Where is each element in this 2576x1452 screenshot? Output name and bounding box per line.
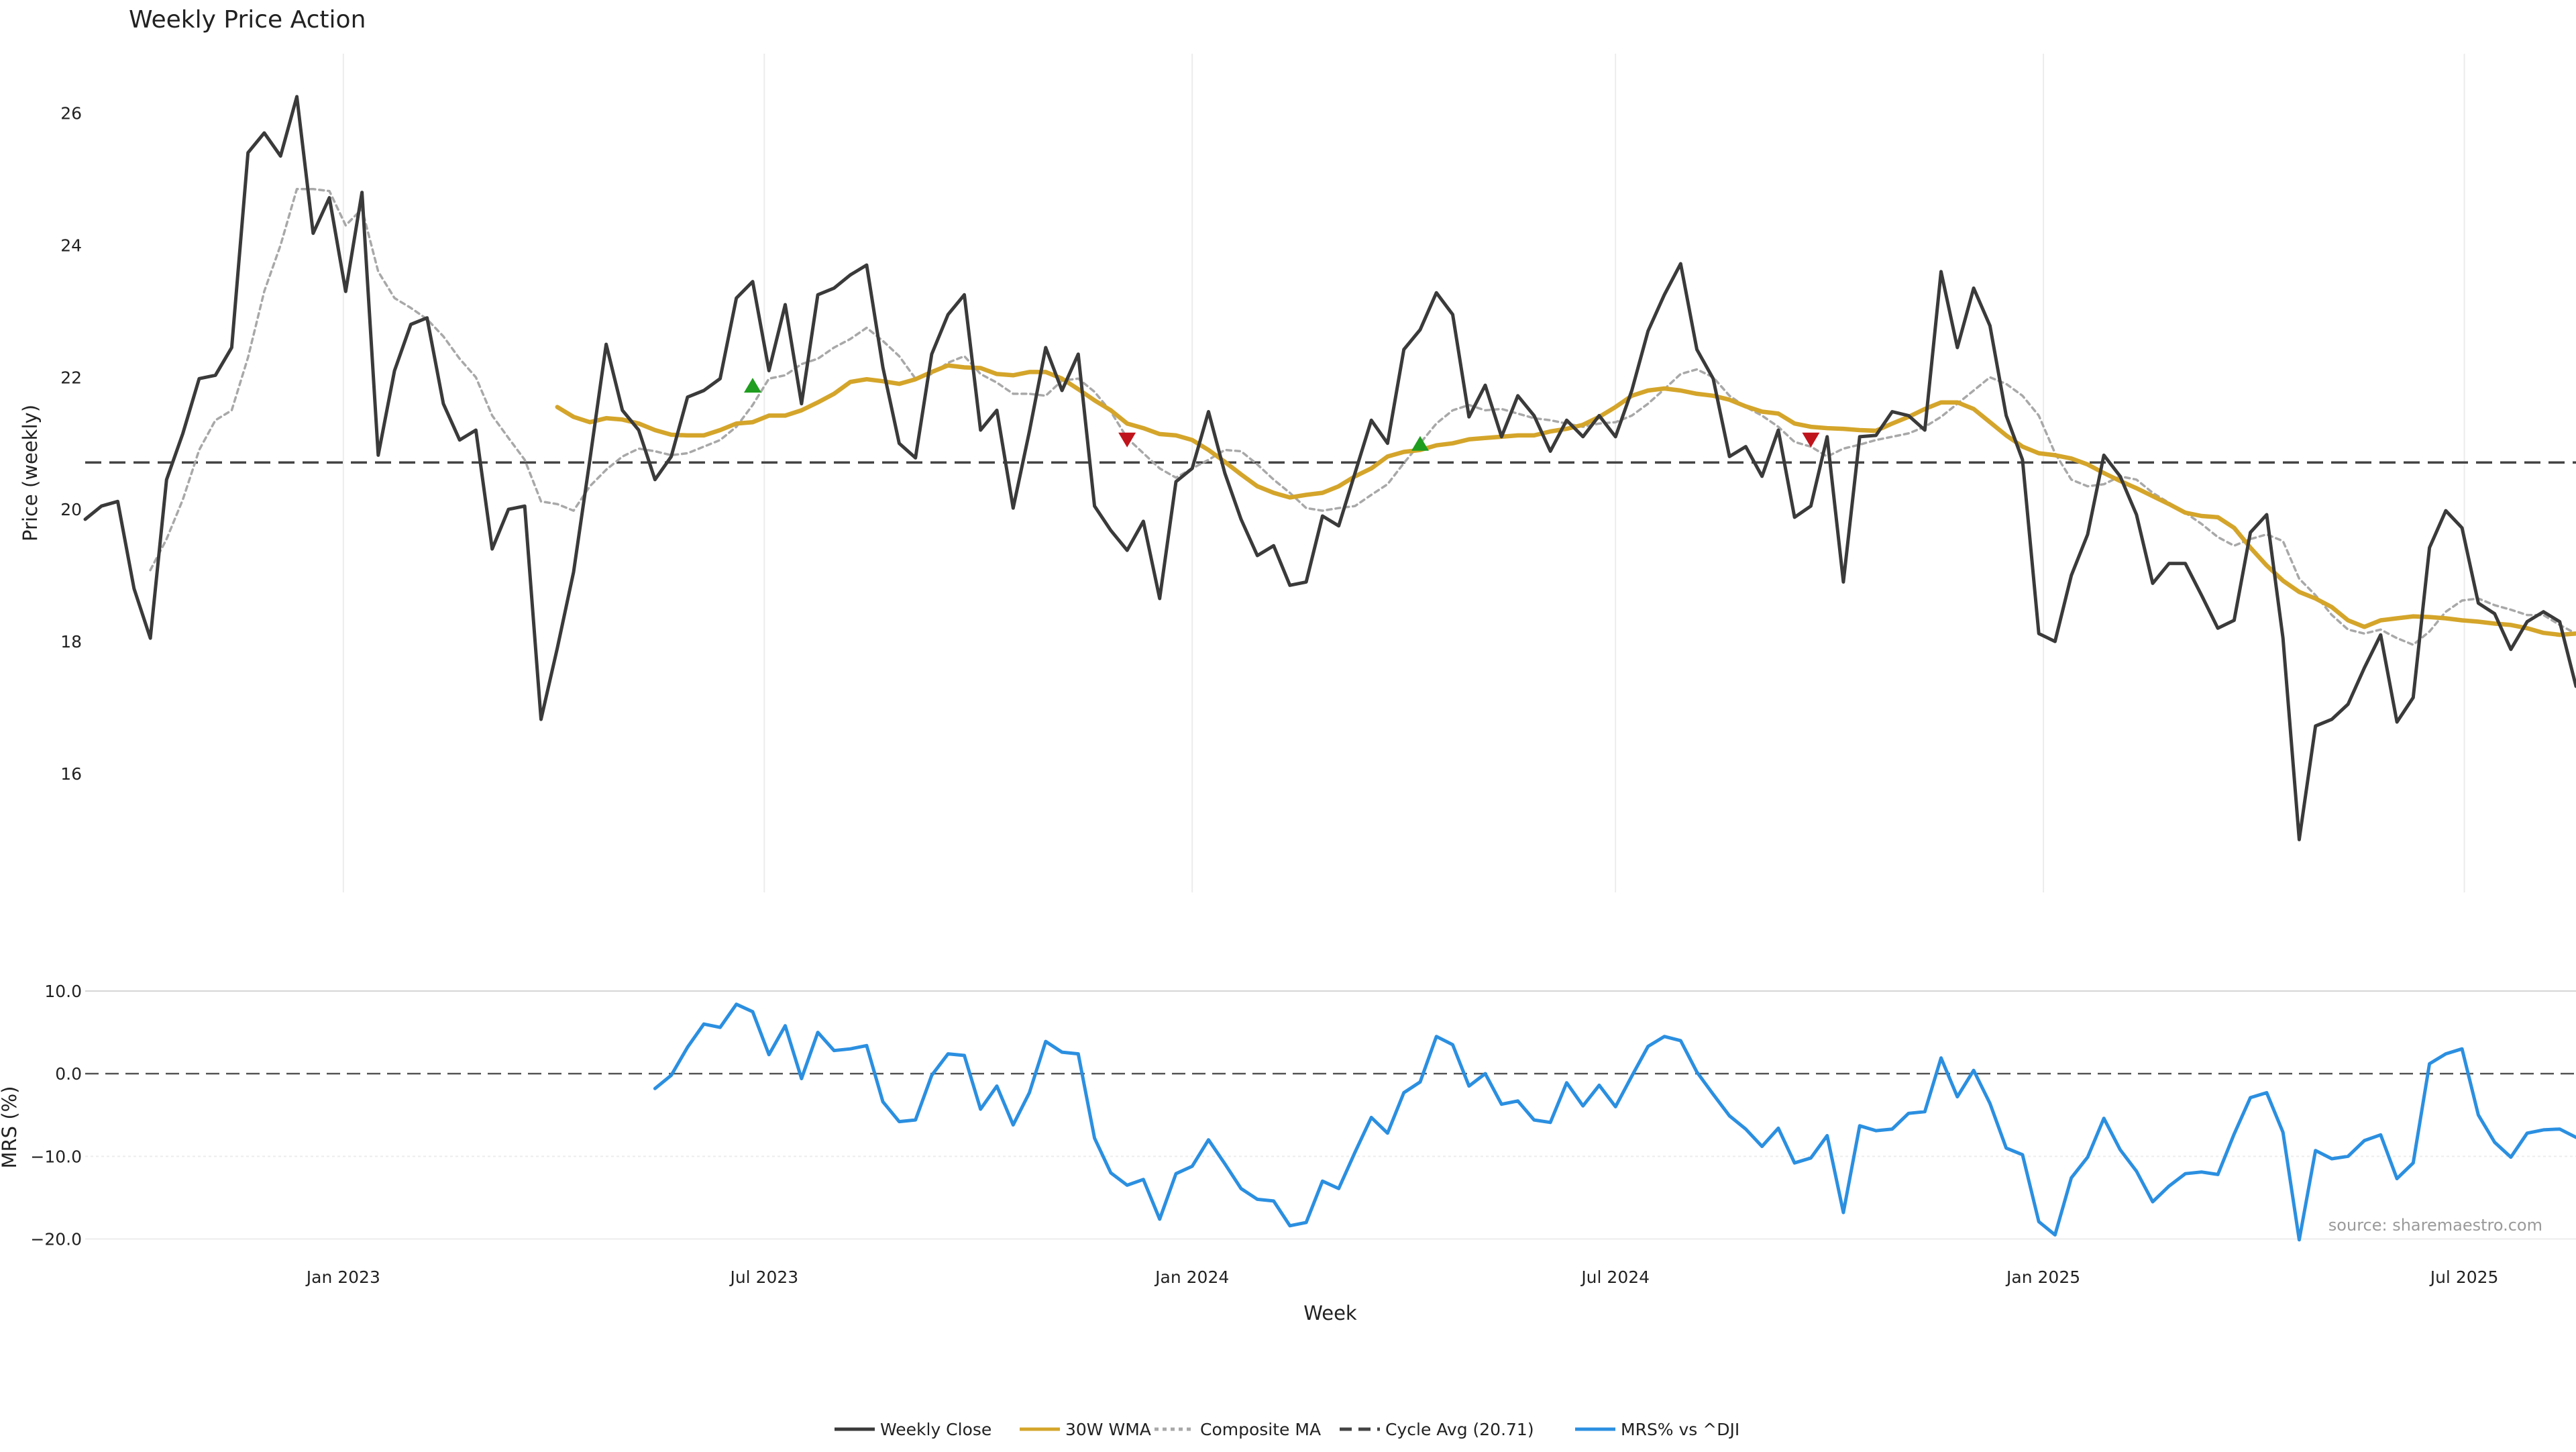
legend: Weekly Close 30W WMA Composite MA Cycle Avg… — [835, 1420, 1739, 1439]
mrs-y-tick-2: −10.0 — [30, 1147, 82, 1166]
price-y-tick-2: 20 — [60, 500, 82, 519]
x-tick-label-1: Jul 2023 — [729, 1267, 798, 1287]
series-mrs-vs-dji — [653, 1002, 2576, 1242]
price-y-tick-5: 26 — [60, 104, 82, 123]
series-30w-wma — [555, 363, 2576, 637]
series-composite-ma — [149, 188, 2576, 646]
mrs-y-tick-1: 0.0 — [55, 1064, 82, 1084]
x-tick-label-2: Jan 2024 — [1154, 1267, 1229, 1287]
x-tick-label-3: Jul 2024 — [1580, 1267, 1650, 1287]
price-y-tick-4: 24 — [60, 236, 82, 255]
mrs-y-tick-0: 10.0 — [44, 982, 82, 1001]
source-note: source: sharemaestro.com — [2328, 1216, 2542, 1235]
mrs-axis-label: MRS (%) — [0, 1086, 21, 1169]
price-y-tick-0: 16 — [60, 764, 82, 784]
x-axis-label: Week — [1303, 1302, 1357, 1325]
buy-signal-marker-0 — [743, 378, 761, 393]
buy-signal-marker-2 — [1411, 435, 1429, 451]
legend-label-composite-ma: Composite MA — [1200, 1420, 1321, 1439]
legend-label-mrs-vs-dji: MRS% vs ^DJI — [1621, 1420, 1739, 1439]
legend-label-weekly-close: Weekly Close — [880, 1420, 991, 1439]
price-y-tick-3: 22 — [60, 368, 82, 387]
mrs-y-tick-3: −20.0 — [30, 1230, 82, 1249]
x-tick-label-4: Jan 2025 — [2005, 1267, 2080, 1287]
chart-title: Weekly Price Action — [129, 6, 366, 34]
legend-label-30w-wma: 30W WMA — [1065, 1420, 1151, 1439]
x-tick-label-0: Jan 2023 — [305, 1267, 380, 1287]
sell-signal-marker-1 — [1118, 432, 1136, 448]
x-tick-label-5: Jul 2025 — [2429, 1267, 2499, 1287]
price-y-tick-1: 18 — [60, 632, 82, 652]
series-weekly-close — [83, 95, 2576, 841]
sell-signal-marker-3 — [1802, 432, 1820, 448]
legend-label-cycle-avg-20-71: Cycle Avg (20.71) — [1385, 1420, 1534, 1439]
price-axis-label: Price (weekly) — [19, 405, 42, 541]
